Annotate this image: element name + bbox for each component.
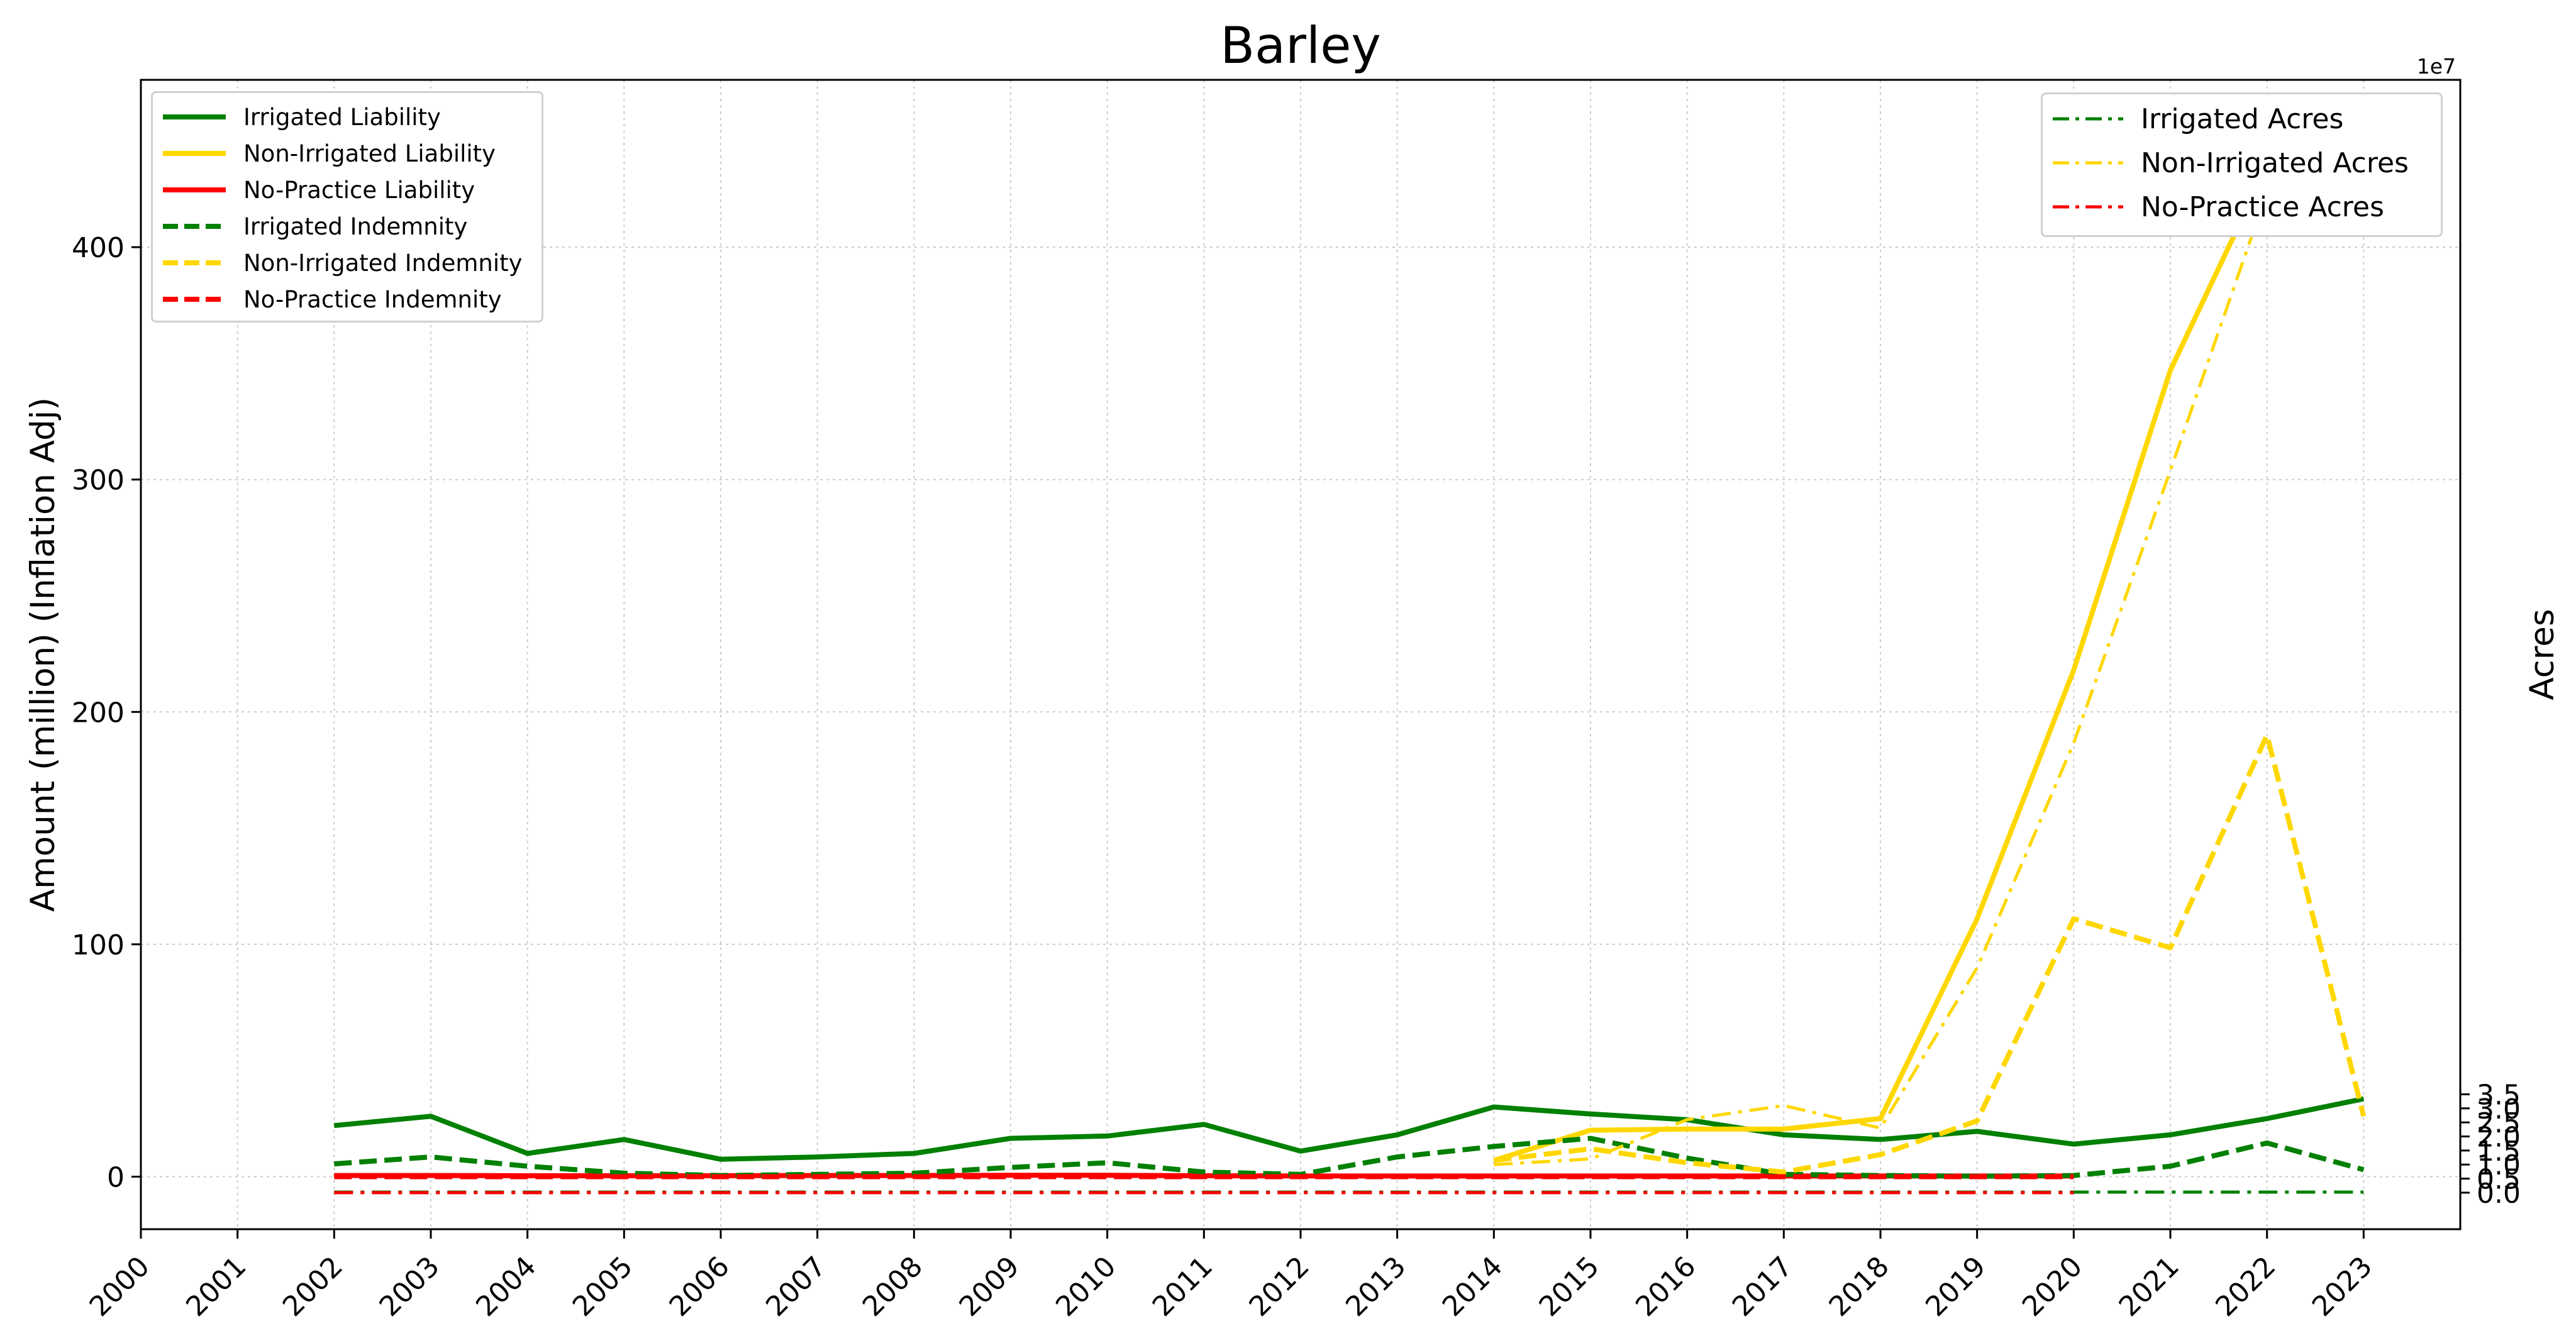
legend-item: Irrigated Liability: [162, 99, 441, 135]
y2-tick-label: 2.5: [2477, 1107, 2521, 1139]
legend-item: Irrigated Indemnity: [162, 208, 467, 245]
legend-label: Irrigated Acres: [2141, 102, 2344, 135]
series-line-irrigated-liability: [333, 1096, 2365, 1162]
legend-label: Non-Irrigated Acres: [2141, 146, 2409, 179]
y-tick-label: 200: [72, 697, 125, 729]
y-tick-label: 400: [72, 232, 125, 264]
x-tick-label: 2004: [470, 1251, 542, 1323]
legend-swatch: [2053, 117, 2123, 121]
y-tick-label: 0: [107, 1161, 125, 1193]
legend-label: Irrigated Indemnity: [243, 213, 468, 240]
y2-tick-label: 3.5: [2477, 1079, 2521, 1111]
legend-label: No-Practice Acres: [2141, 191, 2384, 223]
x-tick-label: 2000: [84, 1251, 156, 1323]
y2-offset-label: 1e7: [2417, 54, 2456, 79]
x-tick-label: 2011: [1146, 1251, 1219, 1323]
y-tick-label: 300: [72, 465, 125, 497]
x-tick-label: 2009: [953, 1251, 1026, 1323]
y2-tick-label: 2.0: [2477, 1122, 2521, 1154]
series-line-non-irrigated-indemnity: [1493, 732, 2367, 1175]
legend-right: Irrigated Acres Non-Irrigated Acres No-Pra…: [2041, 92, 2443, 237]
x-tick-label: 2002: [277, 1251, 349, 1323]
x-tick-label: 2007: [760, 1251, 832, 1323]
legend-item: Non-Irrigated Liability: [162, 135, 496, 172]
x-tick-label: 2015: [1533, 1251, 1606, 1323]
y-axis-label: Amount (million) (Inflation Adj): [24, 397, 62, 912]
x-tick-label: 2010: [1050, 1251, 1122, 1323]
x-tick-label: 2012: [1243, 1251, 1316, 1323]
x-tick-label: 2016: [1629, 1251, 1702, 1323]
x-tick-label: 2006: [663, 1251, 736, 1323]
legend-swatch: [2053, 161, 2123, 165]
legend-item: Non-Irrigated Indemnity: [162, 245, 523, 281]
legend-swatch: [163, 224, 226, 229]
legend-item: Irrigated Acres: [2051, 101, 2343, 137]
x-tick-label: 2021: [2113, 1251, 2185, 1323]
x-tick-label: 2020: [2016, 1251, 2089, 1323]
y2-tick-label: 0.0: [2477, 1178, 2521, 1210]
x-tick-label: 2008: [857, 1251, 929, 1323]
legend-label: Non-Irrigated Indemnity: [243, 249, 523, 277]
x-tick-label: 2023: [2306, 1251, 2379, 1323]
x-tick-label: 2013: [1340, 1251, 1412, 1323]
y2-axis-label: Acres: [2523, 609, 2562, 700]
legend-item: Non-Irrigated Acres: [2051, 145, 2409, 181]
legend-label: No-Practice Liability: [243, 176, 475, 204]
x-tick-label: 2019: [1919, 1251, 1992, 1323]
legend-swatch: [163, 114, 226, 119]
y2-tick-label: 0.5: [2477, 1164, 2521, 1196]
series-line-non-irrigated-acres: [1494, 135, 2365, 1166]
legend-swatch: [163, 151, 226, 156]
x-tick-label: 2014: [1436, 1251, 1509, 1323]
x-tick-label: 2022: [2209, 1251, 2282, 1323]
legend-swatch: [163, 297, 226, 302]
legend-label: Irrigated Liability: [243, 103, 441, 131]
legend-item: No-Practice Indemnity: [162, 281, 502, 318]
legend-item: No-Practice Acres: [2051, 189, 2384, 225]
legend-label: No-Practice Indemnity: [243, 285, 502, 313]
legend-swatch: [163, 187, 226, 192]
y2-tick-label: 1.5: [2477, 1136, 2521, 1168]
legend-swatch: [2053, 205, 2123, 209]
x-tick-label: 2001: [180, 1251, 252, 1323]
y2-tick-label: 1.0: [2477, 1149, 2521, 1181]
legend-left: Irrigated Liability Non-Irrigated Liabili…: [151, 91, 543, 323]
y2-tick-label: 3.0: [2477, 1093, 2521, 1125]
x-tick-label: 2005: [567, 1251, 639, 1323]
x-tick-label: 2017: [1726, 1251, 1799, 1323]
series-lines: [333, 121, 2367, 1195]
x-tick-label: 2018: [1823, 1251, 1896, 1323]
legend-label: Non-Irrigated Liability: [243, 140, 496, 167]
y-tick-label: 100: [72, 929, 125, 961]
x-tick-label: 2003: [374, 1251, 446, 1323]
legend-swatch: [163, 260, 226, 265]
series-line-non-irrigated-liability: [1493, 121, 2365, 1163]
legend-item: No-Practice Liability: [162, 172, 475, 208]
chart-title: Barley: [1220, 16, 1381, 75]
